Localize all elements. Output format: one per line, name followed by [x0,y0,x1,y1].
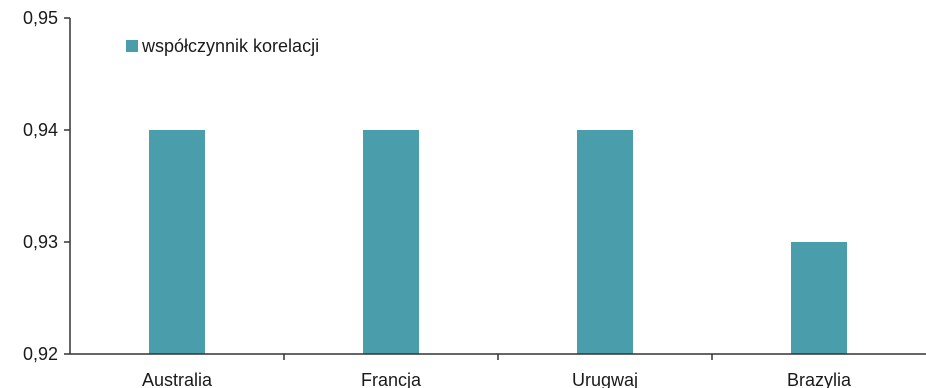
y-tick-label: 0,95 [23,8,58,28]
bar-urugwaj [577,130,633,354]
y-ticks-group: 0,92 0,93 0,94 0,95 [23,8,70,364]
bar-francja [363,130,419,354]
y-tick-label: 0,92 [23,344,58,364]
x-tick-label: Francja [361,370,422,388]
x-ticks-group: Australia Francja Urugwaj Brazylia [142,354,852,388]
y-tick-label: 0,93 [23,232,58,252]
bar-australia [149,130,205,354]
legend: współczynnik korelacji [126,36,319,56]
x-tick-label: Brazylia [787,370,852,388]
x-tick-label: Australia [142,370,213,388]
bar-brazylia [791,242,847,354]
y-tick-label: 0,94 [23,120,58,140]
legend-swatch [126,40,138,52]
bars-group [149,130,847,354]
legend-label: współczynnik korelacji [141,36,319,56]
x-tick-label: Urugwaj [572,370,638,388]
